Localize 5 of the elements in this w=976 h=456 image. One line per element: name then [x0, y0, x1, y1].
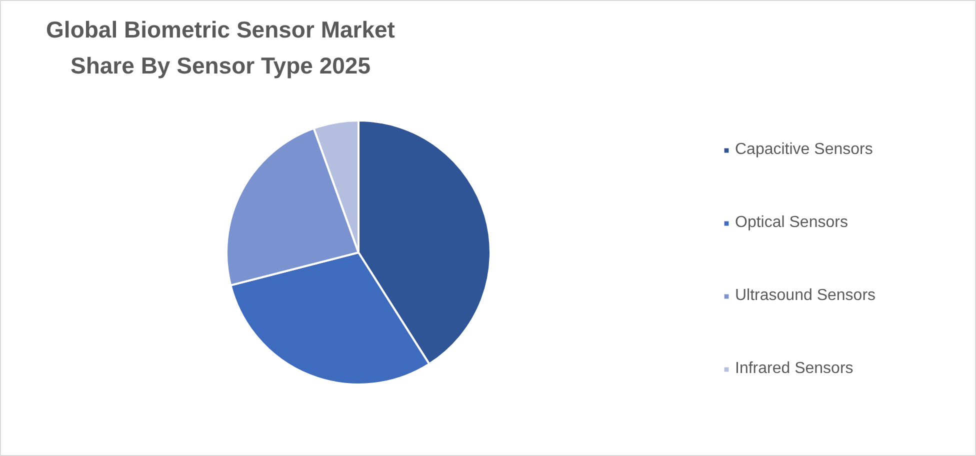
legend-label: Ultrasound Sensors — [735, 287, 876, 305]
chart-title: Global Biometric Sensor Market Share By Sensor Type 2025 — [46, 16, 396, 78]
legend-label: Infrared Sensors — [735, 360, 854, 378]
legend-label: Optical Sensors — [735, 214, 848, 232]
legend-label: Capacitive Sensors — [735, 141, 873, 159]
